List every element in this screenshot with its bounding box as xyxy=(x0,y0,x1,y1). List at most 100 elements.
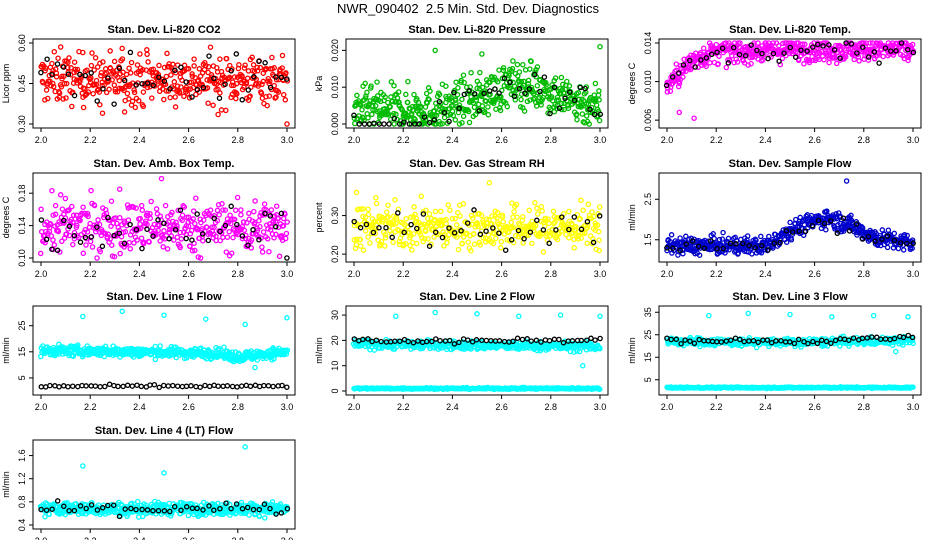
data-point xyxy=(82,72,89,79)
data-point xyxy=(904,232,910,239)
data-point xyxy=(60,96,66,102)
data-point xyxy=(532,200,538,206)
data-point xyxy=(554,236,561,243)
data-point xyxy=(219,201,225,207)
data-point xyxy=(84,210,91,217)
data-point xyxy=(382,232,389,238)
data-point xyxy=(51,242,58,248)
data-point xyxy=(197,255,204,261)
data-point xyxy=(367,240,373,246)
data-point xyxy=(470,215,476,221)
data-point xyxy=(124,90,131,97)
data-point xyxy=(357,236,364,243)
data-point xyxy=(831,47,838,53)
data-point xyxy=(254,357,261,363)
data-point xyxy=(521,78,527,85)
data-point xyxy=(352,120,358,127)
data-point xyxy=(510,338,516,345)
data-point xyxy=(404,99,411,106)
data-point xyxy=(70,241,76,248)
data-point xyxy=(238,207,244,213)
data-point xyxy=(558,74,565,81)
outlier-point xyxy=(691,115,697,121)
data-point xyxy=(59,73,65,80)
data-point xyxy=(189,248,196,254)
data-point xyxy=(234,194,241,201)
data-point xyxy=(460,72,467,78)
data-point xyxy=(49,187,55,194)
data-point xyxy=(119,56,126,62)
data-point xyxy=(217,228,223,235)
data-point xyxy=(186,243,193,249)
data-point xyxy=(270,383,276,390)
data-point xyxy=(193,195,199,201)
data-point xyxy=(223,249,230,255)
data-point xyxy=(282,235,289,242)
data-point xyxy=(500,65,507,71)
data-point xyxy=(241,84,247,90)
x-tick-label: 3.0 xyxy=(907,135,920,145)
data-point xyxy=(854,50,860,56)
data-point xyxy=(228,250,235,256)
data-point xyxy=(177,207,184,213)
y-tick-label: 0 xyxy=(330,388,340,393)
data-point xyxy=(124,382,131,389)
data-point xyxy=(217,90,223,96)
data-point xyxy=(727,240,734,247)
data-point xyxy=(909,245,915,252)
outlier-point xyxy=(486,180,493,186)
outlier-point xyxy=(528,58,534,65)
data-point xyxy=(71,76,77,82)
data-point xyxy=(513,201,520,208)
data-point xyxy=(275,215,282,222)
data-point xyxy=(284,219,290,225)
data-point xyxy=(574,348,580,354)
data-points xyxy=(351,43,604,127)
data-point xyxy=(163,73,170,80)
data-point xyxy=(80,104,87,111)
data-point xyxy=(872,238,878,245)
data-point xyxy=(371,218,378,225)
data-point xyxy=(91,202,98,209)
x-tick-label: 2.8 xyxy=(858,135,871,145)
x-tick-label: 2.2 xyxy=(397,135,410,145)
data-point xyxy=(423,338,430,345)
data-point xyxy=(178,84,184,90)
data-point xyxy=(280,91,287,98)
data-point xyxy=(751,42,757,48)
data-point xyxy=(499,87,505,94)
x-tick-label: 2.0 xyxy=(348,135,361,145)
data-point xyxy=(518,96,524,103)
data-point xyxy=(867,40,873,46)
data-point xyxy=(169,209,175,216)
data-point xyxy=(504,345,511,352)
data-point xyxy=(361,121,368,127)
data-point xyxy=(798,47,804,53)
data-point xyxy=(703,63,709,70)
data-point xyxy=(284,347,291,354)
data-point xyxy=(716,236,723,243)
data-point xyxy=(508,219,515,226)
data-point xyxy=(259,244,265,250)
data-point xyxy=(533,103,540,109)
data-point xyxy=(55,55,61,61)
data-point xyxy=(496,230,502,236)
data-point xyxy=(663,82,670,89)
data-point xyxy=(370,221,376,227)
data-point xyxy=(736,51,743,58)
data-point xyxy=(779,55,786,62)
data-point xyxy=(573,223,579,230)
data-point xyxy=(273,203,280,209)
data-point xyxy=(273,231,279,238)
data-point xyxy=(77,78,83,85)
x-tick-label: 2.6 xyxy=(182,135,195,145)
data-point xyxy=(373,200,380,207)
data-point xyxy=(84,229,91,235)
data-point xyxy=(351,115,358,122)
x-tick-label: 2.8 xyxy=(545,135,558,145)
data-point xyxy=(487,79,493,85)
data-point xyxy=(423,207,429,213)
x-tick-label: 2.6 xyxy=(495,402,508,412)
data-point xyxy=(429,338,435,345)
data-point xyxy=(452,117,459,123)
